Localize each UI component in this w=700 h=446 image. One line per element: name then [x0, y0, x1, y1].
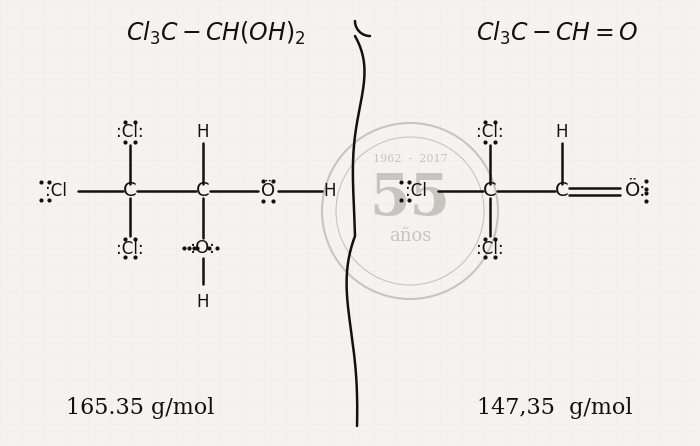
- Text: $C - CH = O$: $C - CH = O$: [510, 21, 638, 45]
- Text: C: C: [483, 182, 497, 201]
- Text: $Cl_3$: $Cl_3$: [476, 19, 510, 46]
- Text: Ö: Ö: [261, 182, 275, 200]
- Text: H: H: [197, 123, 209, 141]
- Text: C: C: [555, 182, 569, 201]
- Text: $Cl_3$: $Cl_3$: [126, 19, 160, 46]
- Text: 147,35  g/mol: 147,35 g/mol: [477, 397, 633, 419]
- Text: 165.35 g/mol: 165.35 g/mol: [66, 397, 214, 419]
- Text: años: años: [389, 227, 431, 245]
- Text: :Cl: :Cl: [405, 182, 427, 200]
- Text: H: H: [197, 293, 209, 311]
- Text: :O:: :O:: [190, 239, 216, 257]
- Text: :Cl:: :Cl:: [476, 240, 504, 258]
- Text: :Cl:: :Cl:: [116, 240, 144, 258]
- Text: H: H: [323, 182, 336, 200]
- Text: :Cl: :Cl: [45, 182, 67, 200]
- Text: Ö:: Ö:: [625, 182, 647, 201]
- Text: 55: 55: [370, 171, 451, 227]
- Text: C: C: [196, 182, 210, 201]
- Text: :Cl:: :Cl:: [476, 123, 504, 141]
- Text: :Cl:: :Cl:: [116, 123, 144, 141]
- Text: C: C: [123, 182, 136, 201]
- Text: $C - CH (OH)_2$: $C - CH (OH)_2$: [160, 19, 306, 46]
- Text: H: H: [556, 123, 568, 141]
- Text: 1962  -  2017: 1962 - 2017: [372, 154, 447, 164]
